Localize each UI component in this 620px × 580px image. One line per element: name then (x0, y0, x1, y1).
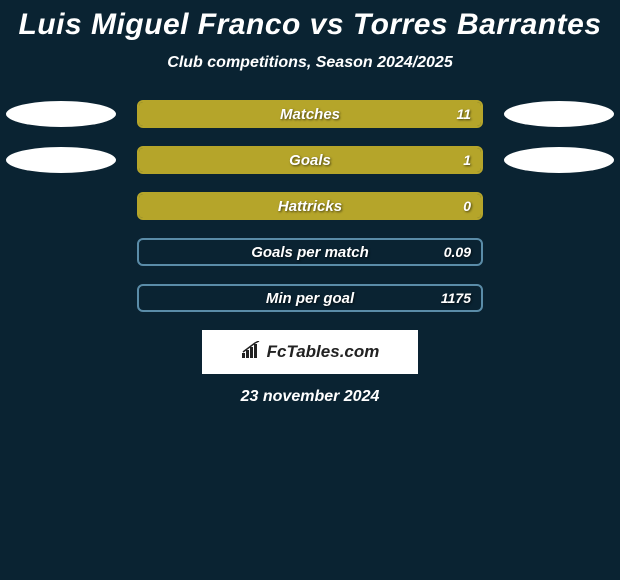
stat-value: 1175 (441, 286, 471, 310)
stat-bar-fill (139, 102, 481, 126)
stat-bar: Goals1 (137, 146, 483, 174)
comparison-card: Luis Miguel Franco vs Torres Barrantes C… (0, 0, 620, 406)
brand-box[interactable]: FcTables.com (202, 330, 418, 374)
ellipse-right (504, 147, 614, 173)
stat-bar-fill (139, 194, 481, 218)
stat-bar: Min per goal1175 (137, 284, 483, 312)
chart-icon (241, 341, 263, 364)
stat-label: Goals per match (139, 240, 481, 264)
brand-text: FcTables.com (267, 342, 380, 362)
stat-bar: Goals per match0.09 (137, 238, 483, 266)
stat-row: Min per goal1175 (0, 284, 620, 312)
stat-row: Hattricks0 (0, 192, 620, 220)
stat-label: Min per goal (139, 286, 481, 310)
ellipse-right (504, 101, 614, 127)
page-title: Luis Miguel Franco vs Torres Barrantes (0, 8, 620, 42)
stat-row: Goals1 (0, 146, 620, 174)
brand-label: FcTables.com (241, 341, 380, 364)
subtitle: Club competitions, Season 2024/2025 (0, 54, 620, 72)
stat-row: Goals per match0.09 (0, 238, 620, 266)
ellipse-left (6, 101, 116, 127)
stat-value: 0.09 (444, 240, 471, 264)
stat-bar: Matches11 (137, 100, 483, 128)
ellipse-left (6, 147, 116, 173)
stat-bar: Hattricks0 (137, 192, 483, 220)
date-label: 23 november 2024 (0, 388, 620, 406)
stats-list: Matches11 Goals1 Hattricks0 Goals per match… (0, 100, 620, 312)
stat-bar-fill (139, 148, 481, 172)
stat-row: Matches11 (0, 100, 620, 128)
